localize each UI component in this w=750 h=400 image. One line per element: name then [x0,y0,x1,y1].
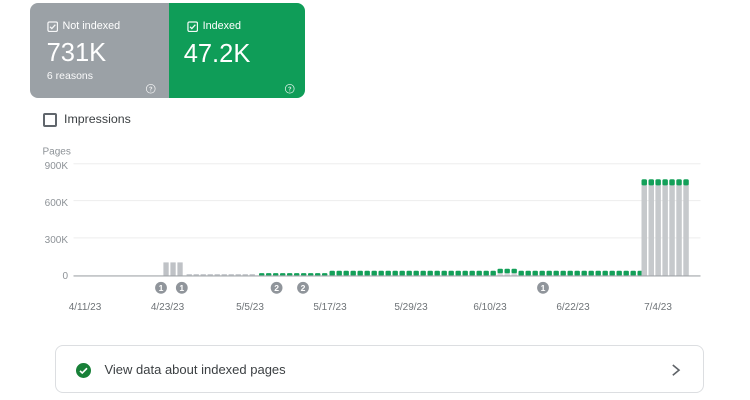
svg-text:1: 1 [179,283,184,293]
svg-text:1: 1 [541,283,546,293]
svg-text:300K: 300K [45,235,69,246]
svg-text:2: 2 [301,283,306,293]
svg-text:2: 2 [274,283,279,293]
svg-text:900K: 900K [45,161,69,172]
svg-text:1: 1 [159,283,164,293]
svg-text:6/22/23: 6/22/23 [556,302,590,313]
svg-text:5/5/23: 5/5/23 [236,302,264,313]
svg-text:4/23/23: 4/23/23 [151,302,185,313]
svg-text:6/10/23: 6/10/23 [473,302,507,313]
svg-text:5/29/23: 5/29/23 [394,302,428,313]
svg-text:7/4/23: 7/4/23 [644,302,672,313]
svg-text:600K: 600K [45,198,69,209]
svg-text:0: 0 [62,271,68,282]
svg-text:5/17/23: 5/17/23 [313,302,347,313]
svg-text:Pages: Pages [43,146,71,157]
svg-text:4/11/23: 4/11/23 [69,302,102,313]
